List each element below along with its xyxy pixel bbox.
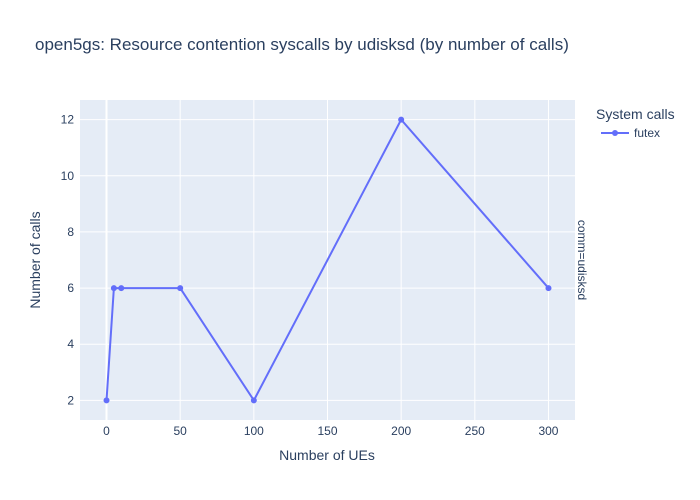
data-point[interactable] (545, 285, 552, 292)
x-tick-label: 100 (244, 424, 264, 438)
y-tick-label: 10 (61, 169, 75, 183)
data-point[interactable] (118, 285, 125, 292)
x-tick-label: 150 (317, 424, 337, 438)
chart-title: open5gs: Resource contention syscalls by… (35, 35, 569, 54)
x-tick-label: 250 (465, 424, 485, 438)
x-tick-label: 0 (103, 424, 110, 438)
y-tick-label: 8 (67, 225, 74, 239)
x-tick-label: 50 (173, 424, 187, 438)
x-tick-label: 300 (538, 424, 558, 438)
legend: System calls futex (596, 106, 675, 140)
x-tick-label: 200 (391, 424, 411, 438)
y-tick-label: 2 (67, 393, 74, 407)
data-point[interactable] (250, 397, 257, 404)
x-axis-title: Number of UEs (279, 447, 375, 463)
tick-labels: 0 50 100 150 200 250 300 2 4 6 8 10 12 (61, 113, 559, 438)
data-point[interactable] (177, 285, 184, 292)
facet-label: comm=udisksd (575, 220, 589, 300)
data-point[interactable] (103, 397, 110, 404)
series-layer (103, 116, 552, 404)
legend-swatch-marker (612, 130, 618, 136)
y-axis-title: Number of calls (27, 211, 43, 308)
grid-lines (80, 100, 575, 420)
y-tick-label: 4 (67, 337, 74, 351)
legend-label: futex (634, 126, 660, 140)
y-tick-label: 12 (61, 113, 75, 127)
data-point[interactable] (110, 285, 117, 292)
y-tick-label: 6 (67, 281, 74, 295)
legend-title: System calls (596, 106, 675, 122)
legend-item-futex[interactable]: futex (601, 126, 660, 140)
data-point[interactable] (398, 116, 405, 123)
